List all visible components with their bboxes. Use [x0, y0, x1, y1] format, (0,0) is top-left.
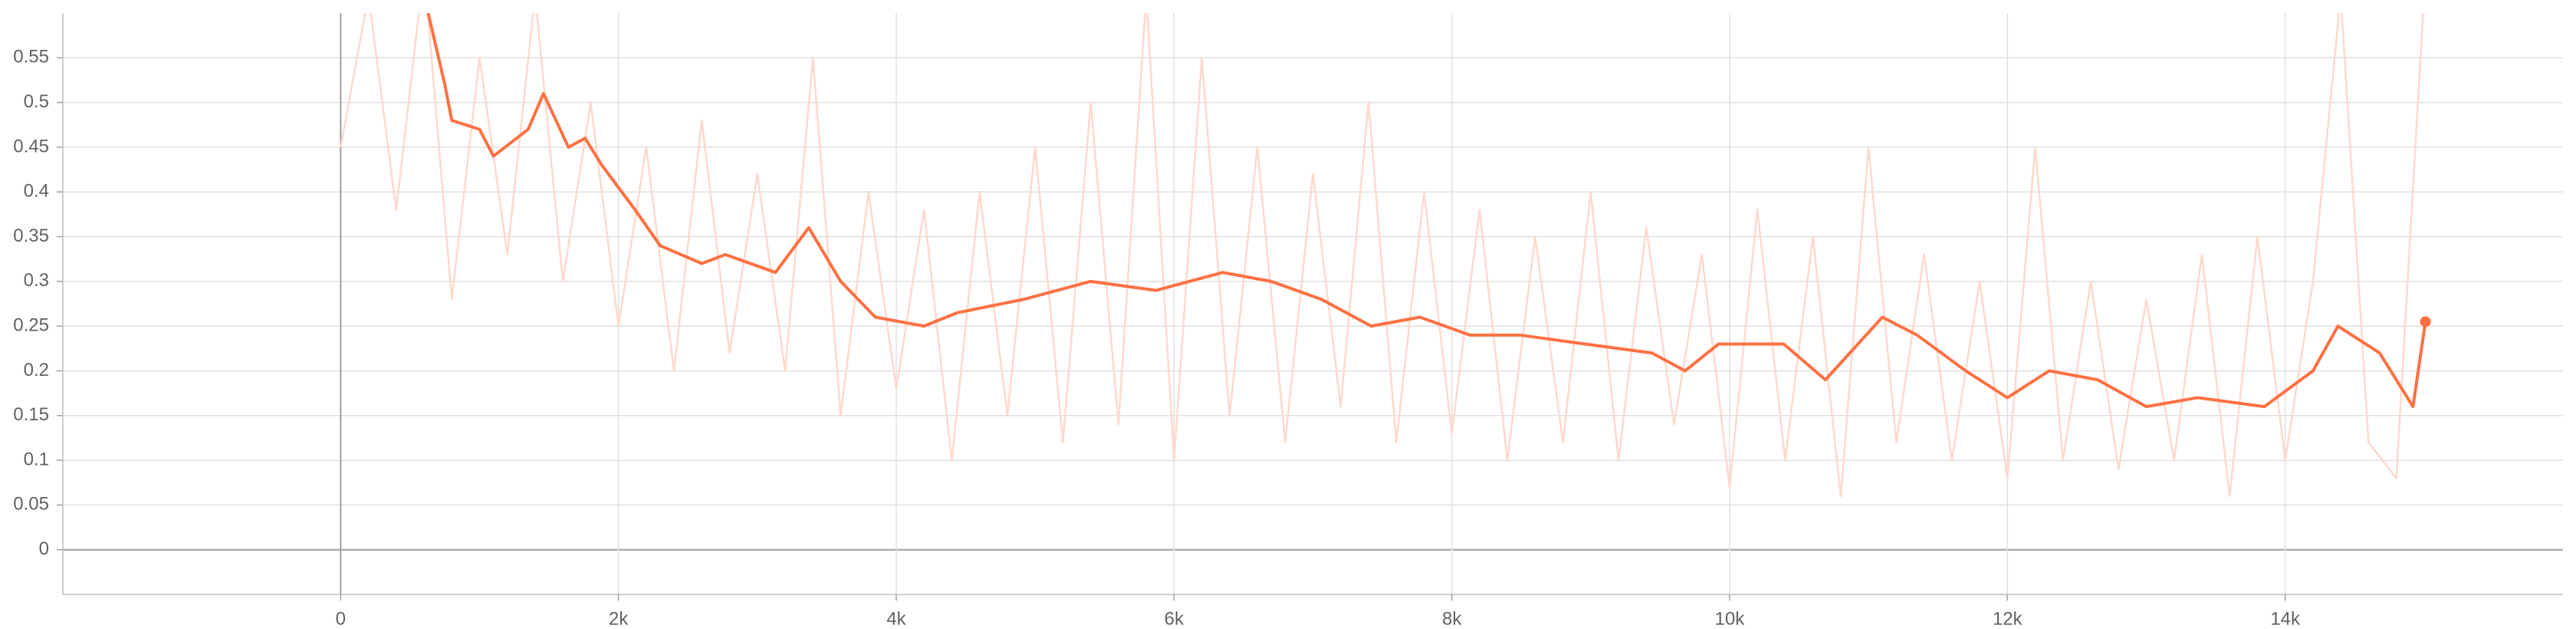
x-tick-label: 0: [336, 608, 346, 629]
x-tick-label: 8k: [1442, 608, 1462, 629]
x-tick-label: 2k: [609, 608, 629, 629]
x-tick-label: 12k: [1993, 608, 2023, 629]
smoothed-line: [426, 13, 2427, 409]
y-tick-label: 0.35: [13, 226, 49, 246]
plot-area: [340, 13, 2431, 497]
y-tick-label: 0.4: [24, 181, 49, 202]
y-tick-label: 0.1: [24, 449, 49, 469]
y-tick-label: 0.5: [24, 91, 49, 112]
y-tick-label: 0.3: [24, 270, 49, 291]
end-point: [2420, 316, 2431, 328]
y-tick-label: 0.2: [24, 360, 49, 380]
raw-line: [340, 13, 2424, 497]
y-tick-label: 0.45: [13, 136, 49, 156]
x-tick-label: 6k: [1165, 608, 1184, 629]
y-tick-label: 0.05: [13, 494, 49, 515]
x-tick-label: 14k: [2270, 608, 2301, 629]
x-tick-label: 4k: [886, 608, 906, 629]
y-tick-label: 0.15: [13, 404, 49, 425]
x-tick-label: 10k: [1715, 608, 1746, 629]
y-tick-label: 0.55: [13, 47, 49, 68]
y-tick-label: 0: [39, 538, 49, 559]
y-tick-label: 0.25: [13, 314, 49, 335]
